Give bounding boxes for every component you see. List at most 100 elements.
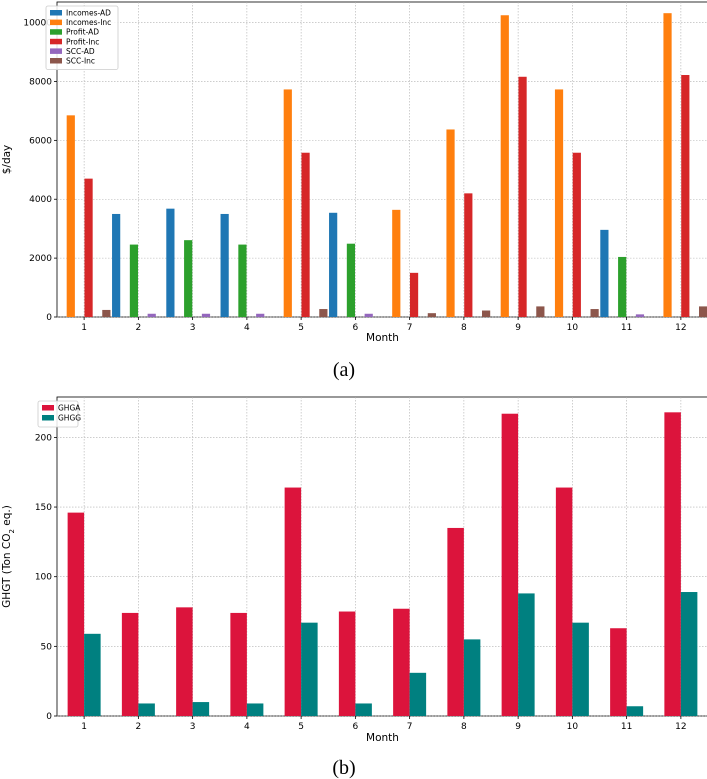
x-tick-label: 3 bbox=[190, 722, 196, 732]
y-tick-label: 0 bbox=[46, 712, 52, 722]
bar-ghga bbox=[176, 607, 193, 716]
bar-profit-inc bbox=[681, 75, 690, 318]
y-tick-label: 100 bbox=[35, 573, 52, 583]
bar-ghga bbox=[230, 612, 247, 716]
legend-swatch bbox=[50, 48, 62, 54]
bar-ghga bbox=[338, 611, 356, 716]
bar-profit-ad bbox=[618, 256, 627, 317]
bar-scc-inc bbox=[427, 313, 436, 317]
x-axis-label: Month bbox=[366, 332, 399, 344]
legend-swatch bbox=[42, 405, 54, 411]
bar-ghgg bbox=[518, 593, 535, 716]
y-axis-label-subscript: 2 bbox=[8, 529, 16, 533]
y-axis-label: GHGT (Ton CO2 eq.) bbox=[1, 505, 16, 608]
x-tick-label: 9 bbox=[515, 323, 521, 333]
x-tick-label: 6 bbox=[353, 722, 359, 732]
bar-ghga bbox=[284, 487, 302, 716]
bar-scc-ad bbox=[201, 313, 211, 317]
bar-profit-inc bbox=[84, 178, 93, 317]
legend-label: GHGA bbox=[58, 404, 81, 413]
bar-scc-ad bbox=[635, 314, 645, 317]
x-tick-label: 12 bbox=[675, 722, 686, 732]
x-tick-label: 6 bbox=[353, 323, 359, 333]
x-tick-label: 9 bbox=[515, 722, 521, 732]
legend-swatch bbox=[42, 415, 54, 421]
bar-ghgg bbox=[572, 622, 589, 716]
bar-ghgg bbox=[680, 592, 698, 716]
figure-caption: (a) bbox=[333, 359, 355, 381]
y-tick-label: 10000 bbox=[23, 19, 52, 29]
bar-ghga bbox=[610, 628, 627, 716]
bar-incomes-inc bbox=[500, 15, 509, 318]
x-tick-label: 4 bbox=[244, 323, 250, 333]
y-axis-label: $/day bbox=[1, 145, 13, 175]
x-tick-label: 11 bbox=[621, 722, 632, 732]
y-tick-label: 4000 bbox=[29, 195, 52, 205]
bar-incomes-inc bbox=[554, 89, 564, 318]
x-tick-label: 7 bbox=[407, 722, 413, 732]
y-tick-label: 6000 bbox=[29, 136, 52, 146]
y-axis-label-main: GHGT (Ton CO bbox=[1, 534, 13, 608]
x-tick-label: 2 bbox=[136, 323, 142, 333]
plot-area bbox=[56, 1, 707, 318]
legend-swatch bbox=[50, 29, 62, 35]
bar-ghga bbox=[501, 413, 519, 716]
x-tick-label: 2 bbox=[136, 722, 142, 732]
bar-ghgg bbox=[463, 639, 481, 716]
x-tick-label: 10 bbox=[567, 722, 579, 732]
bar-incomes-inc bbox=[446, 129, 455, 317]
bar-profit-ad bbox=[346, 243, 356, 317]
legend-swatch bbox=[50, 58, 62, 64]
bar-profit-ad bbox=[184, 240, 193, 317]
y-tick-label: 2000 bbox=[29, 254, 52, 264]
bar-ghgg bbox=[138, 703, 155, 716]
bar-incomes-ad bbox=[220, 213, 229, 317]
x-tick-label: 11 bbox=[621, 323, 632, 333]
y-tick-label: 200 bbox=[35, 433, 52, 443]
x-tick-label: 1 bbox=[81, 722, 87, 732]
y-tick-label: 0 bbox=[46, 313, 52, 323]
legend-box bbox=[45, 5, 119, 70]
y-tick-label: 150 bbox=[35, 503, 52, 513]
x-tick-label: 3 bbox=[190, 323, 196, 333]
bar-profit-inc bbox=[572, 152, 581, 317]
bar-scc-inc bbox=[319, 309, 328, 317]
bar-incomes-inc bbox=[283, 89, 292, 318]
x-tick-label: 12 bbox=[675, 323, 686, 333]
bar-profit-ad bbox=[238, 244, 247, 317]
bar-ghgg bbox=[409, 672, 427, 716]
bar-ghgg bbox=[84, 633, 101, 716]
bar-incomes-inc bbox=[66, 115, 75, 317]
bar-ghga bbox=[67, 512, 85, 716]
bar-scc-ad bbox=[147, 313, 156, 317]
legend-swatch bbox=[50, 38, 62, 45]
bar-ghgg bbox=[301, 622, 318, 716]
bar-ghga bbox=[121, 612, 139, 716]
bar-scc-inc bbox=[102, 309, 111, 317]
bar-profit-inc bbox=[518, 76, 527, 318]
figure-caption: (b) bbox=[332, 757, 355, 779]
legend-label: SCC-AD bbox=[66, 47, 95, 56]
bar-ghga bbox=[555, 487, 573, 716]
legend-swatch bbox=[50, 19, 62, 26]
bar-ghgg bbox=[355, 703, 372, 716]
legend-label: Incomes-Inc bbox=[66, 18, 111, 27]
bar-scc-ad bbox=[256, 313, 265, 317]
bar-profit-ad bbox=[129, 244, 139, 317]
y-axis-label-end: eq.) bbox=[1, 505, 13, 529]
x-tick-label: 8 bbox=[461, 722, 467, 732]
bar-incomes-inc bbox=[663, 13, 672, 317]
x-tick-label: 4 bbox=[244, 722, 250, 732]
bar-ghgg bbox=[246, 703, 264, 716]
bar-scc-ad bbox=[364, 313, 373, 317]
legend-label: SCC-Inc bbox=[66, 57, 95, 66]
bar-incomes-ad bbox=[600, 229, 609, 317]
bar-ghga bbox=[664, 412, 681, 716]
x-axis-label: Month bbox=[366, 732, 399, 744]
bar-profit-inc bbox=[464, 193, 473, 317]
x-tick-label: 7 bbox=[407, 323, 413, 333]
x-tick-label: 10 bbox=[567, 323, 579, 333]
